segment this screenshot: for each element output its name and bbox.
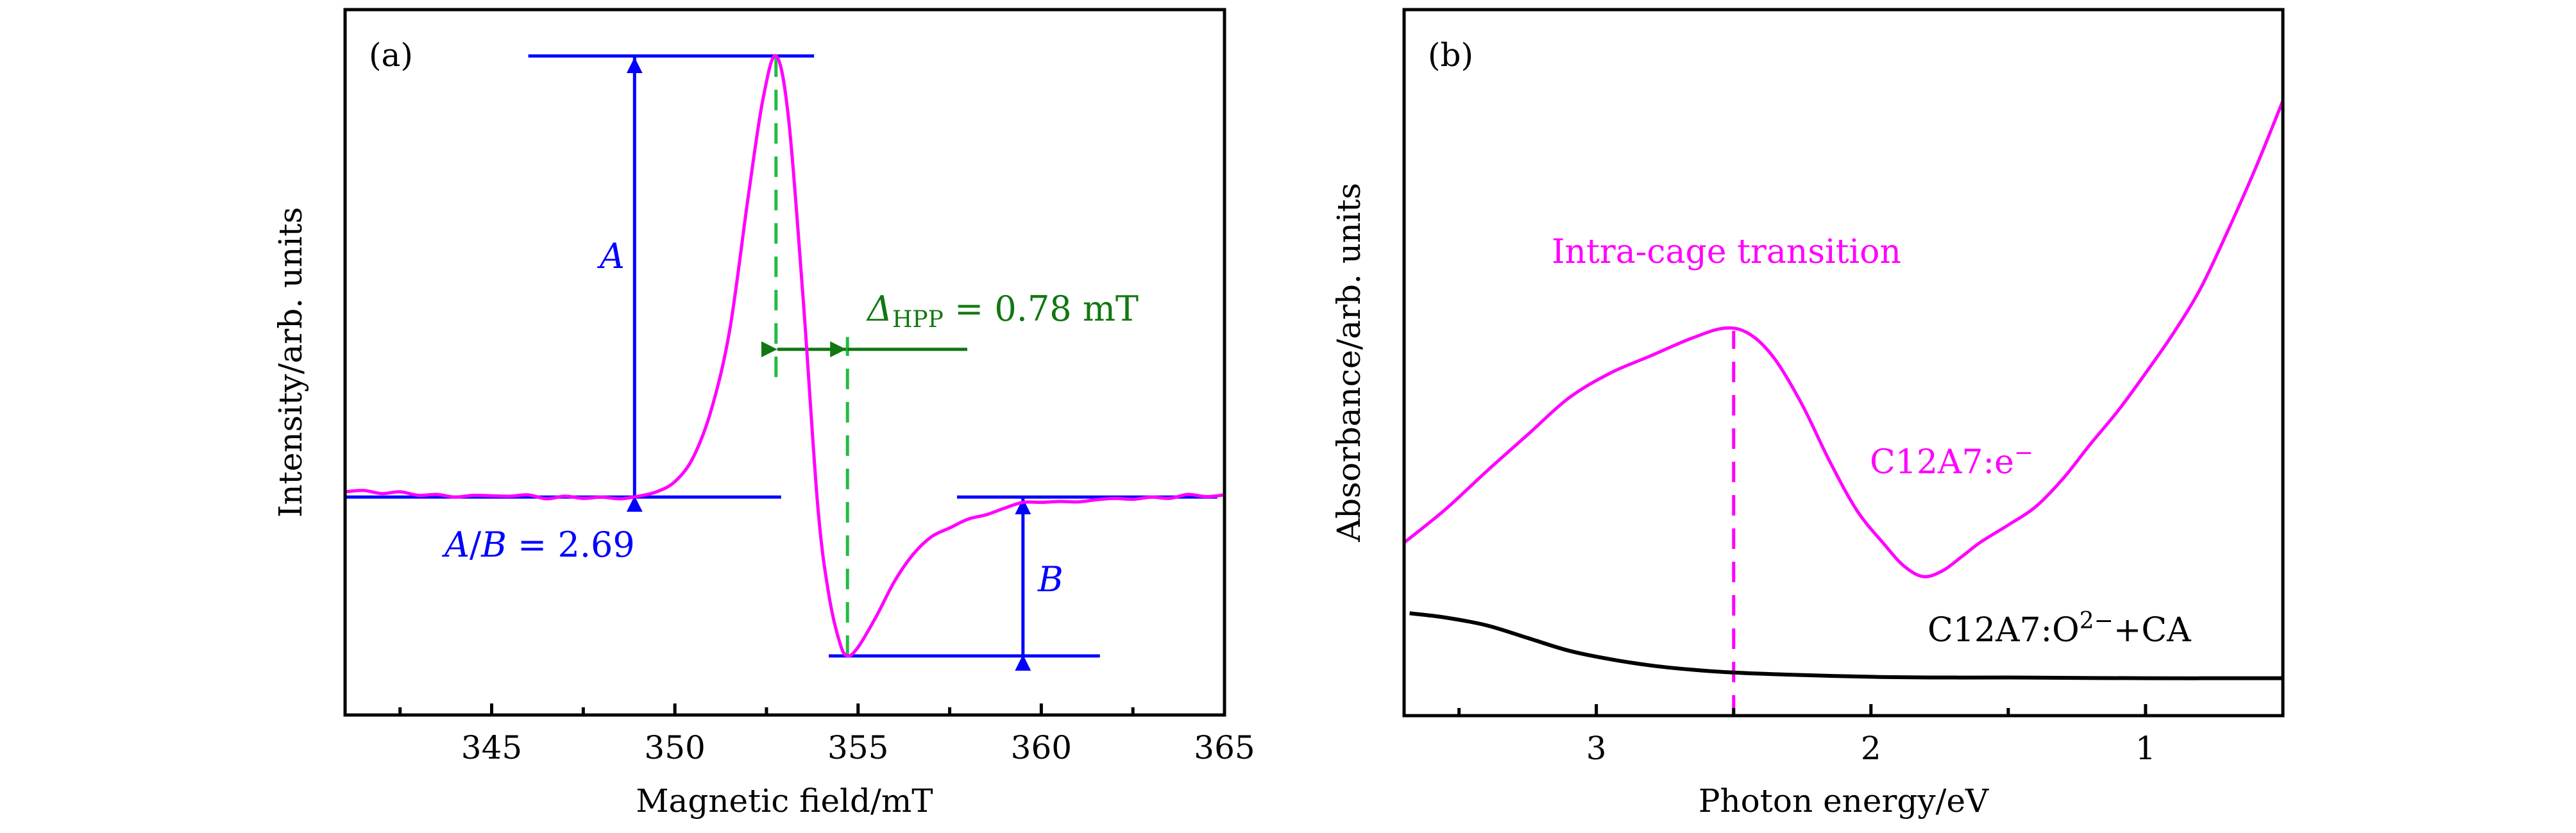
- series-label-c12a7-e-sup: −: [2014, 440, 2033, 466]
- annotation-a-label: A: [597, 236, 625, 276]
- series-label-c12a7-o2-main: C12A7:O: [1928, 611, 2080, 650]
- panel-b-frame: [1402, 8, 2285, 718]
- series-line-c12a7-e: [1403, 100, 2285, 578]
- panel-a-x-ticks: [398, 703, 1226, 715]
- series-label-c12a7-e: C12A7:e−: [1870, 440, 2033, 482]
- x-tick-label: 345: [461, 729, 522, 766]
- panel-b-x-tick-labels: 3 2 1: [1586, 730, 2156, 767]
- x-tick-label: 350: [644, 729, 705, 766]
- x-tick-label: 3: [1586, 730, 1607, 767]
- panel-a: 345 350 355 360 365 (a) Magnetic field/mT In…: [272, 8, 1255, 820]
- x-tick-label: 1: [2135, 730, 2156, 767]
- series-label-c12a7-o2-ca: C12A7:O2−+CA: [1928, 608, 2192, 650]
- panel-b-x-ticks: [1457, 704, 2148, 716]
- annotation-b-label: B: [1037, 559, 1063, 600]
- panel-b-series: [1403, 100, 2285, 680]
- panel-a-label: (a): [369, 37, 413, 74]
- series-label-c12a7-e-main: C12A7:e: [1870, 443, 2014, 482]
- panel-a-y-axis-title: Intensity/arb. units: [272, 207, 309, 517]
- x-tick-label: 365: [1194, 729, 1255, 766]
- x-tick-label: 360: [1011, 729, 1072, 766]
- panel-b: 3 2 1 (b) Photon energy/eV Absorbance/arb.…: [1330, 8, 2285, 820]
- x-tick-label: 2: [1861, 730, 1881, 767]
- ratio-a: A: [441, 525, 470, 565]
- series-line-epr-spectrum: [344, 54, 1225, 658]
- panel-a-series: [344, 54, 1225, 658]
- ratio-b: B: [480, 525, 507, 565]
- panel-a-x-axis-title: Magnetic field/mT: [636, 782, 933, 820]
- delta-hpp-annotation: ΔHPP = 0.78 mT: [866, 289, 1139, 333]
- ratio-slash: /: [470, 525, 482, 565]
- panel-b-y-axis-title: Absorbance/arb. units: [1330, 183, 1368, 543]
- panel-b-label: (b): [1428, 37, 1473, 74]
- panel-a-frame: [343, 8, 1226, 717]
- delta-value: = 0.78 mT: [944, 289, 1139, 329]
- series-label-c12a7-o2-sup: 2−: [2080, 608, 2114, 634]
- ratio-annotation: A/B = 2.69: [441, 525, 635, 565]
- series-label-c12a7-o2-tail: +CA: [2114, 611, 2192, 650]
- intra-cage-transition-label: Intra-cage transition: [1552, 233, 1901, 271]
- delta-symbol: Δ: [866, 289, 892, 329]
- x-tick-label: 355: [827, 729, 888, 766]
- panel-a-x-tick-labels: 345 350 355 360 365: [461, 729, 1255, 766]
- series-line-c12a7-o-ca: [1409, 611, 2284, 680]
- panel-b-x-axis-title: Photon energy/eV: [1699, 782, 1989, 820]
- panel-a-annotations: [345, 54, 1217, 671]
- ratio-value: = 2.69: [507, 525, 635, 565]
- delta-subscript: HPP: [892, 307, 944, 333]
